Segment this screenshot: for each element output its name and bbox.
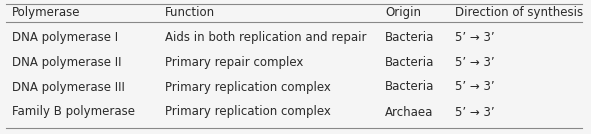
Text: 5’ → 3’: 5’ → 3’ bbox=[455, 55, 495, 68]
Text: 5’ → 3’: 5’ → 3’ bbox=[455, 81, 495, 94]
Text: Primary repair complex: Primary repair complex bbox=[165, 55, 303, 68]
Text: Polymerase: Polymerase bbox=[12, 5, 80, 18]
Text: 5’ → 3’: 5’ → 3’ bbox=[455, 31, 495, 44]
Text: Bacteria: Bacteria bbox=[385, 31, 434, 44]
Text: DNA polymerase II: DNA polymerase II bbox=[12, 55, 122, 68]
Text: DNA polymerase III: DNA polymerase III bbox=[12, 81, 125, 94]
Text: Function: Function bbox=[165, 5, 215, 18]
Text: Primary replication complex: Primary replication complex bbox=[165, 105, 331, 118]
Text: Aids in both replication and repair: Aids in both replication and repair bbox=[165, 31, 366, 44]
Text: Bacteria: Bacteria bbox=[385, 55, 434, 68]
Text: Archaea: Archaea bbox=[385, 105, 433, 118]
Text: 5’ → 3’: 5’ → 3’ bbox=[455, 105, 495, 118]
Text: Primary replication complex: Primary replication complex bbox=[165, 81, 331, 94]
Text: Bacteria: Bacteria bbox=[385, 81, 434, 94]
Text: Direction of synthesis: Direction of synthesis bbox=[455, 5, 583, 18]
Text: Origin: Origin bbox=[385, 5, 421, 18]
Text: DNA polymerase I: DNA polymerase I bbox=[12, 31, 118, 44]
Text: Family B polymerase: Family B polymerase bbox=[12, 105, 135, 118]
